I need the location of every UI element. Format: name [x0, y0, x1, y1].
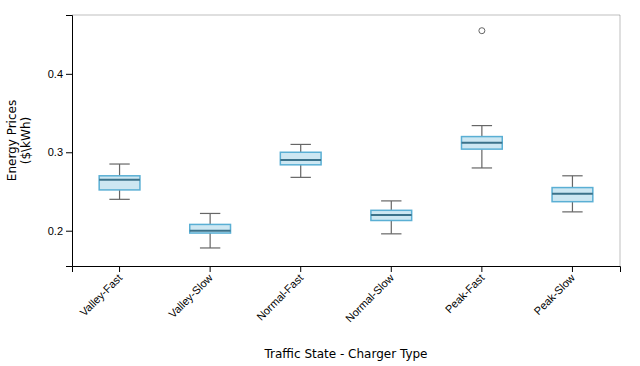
box-group	[552, 176, 593, 212]
frame-right	[620, 15, 621, 266]
whisker-low	[572, 202, 573, 212]
cap-low	[109, 199, 129, 200]
x-tick: Peak-Fast	[443, 266, 487, 315]
whisker-low	[119, 190, 120, 199]
y-tick-label: 0.4	[48, 68, 63, 80]
whisker-high	[300, 144, 301, 152]
y-tick-label: 0.3	[48, 146, 63, 158]
cap-low	[472, 167, 492, 168]
y-tick-mark	[66, 74, 72, 75]
x-tick-label: Peak-Fast	[443, 272, 487, 316]
median	[371, 214, 412, 216]
box-group	[461, 28, 502, 168]
x-tick: Peak-Slow	[531, 266, 577, 317]
box	[552, 188, 593, 202]
whisker-low	[391, 221, 392, 234]
x-tick-mark	[210, 266, 211, 272]
median	[190, 230, 231, 232]
cap-low	[291, 177, 311, 178]
plot: 0.2 0.3 0.4 Valley-Fast Valley-Slow Normal-Fa…	[48, 15, 621, 325]
x-tick-label: Valley-Fast	[77, 272, 124, 319]
whisker-high	[391, 201, 392, 210]
x-tick-mark	[572, 266, 573, 272]
frame-top	[72, 15, 620, 16]
x-tick-label: Peak-Slow	[531, 271, 577, 317]
y-axis-title: Energy Prices($\kWh)	[5, 100, 33, 181]
x-tick-mark	[119, 266, 120, 272]
box	[371, 210, 412, 220]
y-tick: 0.2	[48, 225, 72, 237]
boxes	[99, 28, 593, 248]
cap-high	[109, 163, 129, 164]
x-tick: Valley-Fast	[77, 266, 124, 318]
median	[461, 142, 502, 144]
cap-low	[200, 247, 220, 248]
x-tick: Normal-Slow	[343, 266, 396, 325]
cap-high	[472, 125, 492, 126]
x-axis: Valley-Fast Valley-Slow Normal-Fast Normal-…	[73, 266, 621, 325]
y-tick-mark	[66, 231, 72, 232]
cap-high	[381, 200, 401, 201]
x-tick-label: Normal-Slow	[343, 271, 396, 324]
x-tick-mark	[391, 266, 392, 272]
median	[280, 159, 321, 161]
box	[280, 152, 321, 165]
box-group	[280, 144, 321, 177]
box-group	[99, 164, 140, 199]
x-tick-mark	[481, 266, 482, 272]
median	[99, 179, 140, 181]
x-tick-label: Valley-Slow	[166, 271, 215, 320]
box-group	[190, 213, 231, 248]
x-tick-mark	[300, 266, 301, 272]
y-axis-line	[66, 16, 73, 267]
cap-low	[381, 233, 401, 234]
cap-high	[291, 144, 311, 145]
whisker-high	[572, 176, 573, 188]
box-group	[371, 201, 412, 234]
box	[99, 176, 140, 190]
median	[552, 193, 593, 195]
y-tick: 0.3	[48, 146, 72, 158]
cap-low	[562, 211, 582, 212]
x-tick-label: Normal-Fast	[254, 272, 305, 323]
x-axis-title: Traffic State - Charger Type	[264, 347, 428, 361]
y-tick: 0.4	[48, 68, 72, 80]
whisker-low	[210, 233, 211, 248]
y-tick-mark	[66, 152, 72, 153]
whisker-high	[481, 126, 482, 137]
flier	[479, 28, 485, 34]
whisker-high	[119, 164, 120, 176]
whisker-low	[300, 165, 301, 178]
x-tick: Normal-Fast	[254, 266, 305, 323]
y-tick-label: 0.2	[48, 225, 63, 237]
chart: 0.2 0.3 0.4 Valley-Fast Valley-Slow Normal-Fa…	[0, 0, 640, 366]
cap-high	[562, 175, 582, 176]
y-axis: 0.2 0.3 0.4	[48, 16, 73, 267]
box	[190, 224, 231, 233]
cap-high	[200, 213, 220, 214]
x-tick: Valley-Slow	[166, 266, 215, 320]
whisker-high	[210, 213, 211, 224]
whisker-low	[481, 149, 482, 168]
x-axis-line	[73, 267, 621, 273]
box	[461, 137, 502, 150]
